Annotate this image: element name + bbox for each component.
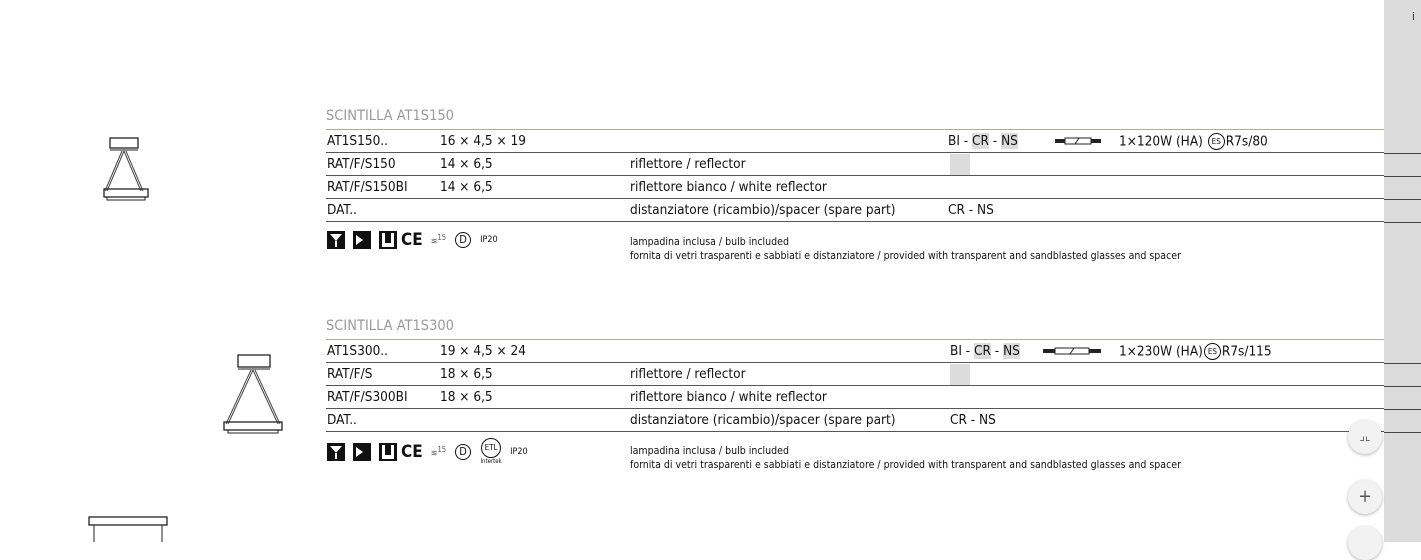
note: lampadina inclusa / bulb included xyxy=(630,445,789,457)
zoom-in-button[interactable]: + xyxy=(1348,480,1382,514)
row-desc: riflettore / reflector xyxy=(630,366,746,382)
row-desc: distanziatore (ricambio)/spacer (spare p… xyxy=(630,202,896,218)
divider xyxy=(326,362,1384,363)
lamp-spec: 1×230W (HA) ES R7s/115 xyxy=(1119,343,1272,360)
es-icon: ES xyxy=(1203,343,1221,360)
floor-light-icon xyxy=(379,442,397,461)
ip-rating: IP20 xyxy=(480,235,498,245)
halogen-tube-icon xyxy=(1055,137,1101,145)
certification-icons: CE ≋15 D IP20 xyxy=(327,230,498,250)
collapse-icon: ⌟⌞ xyxy=(1359,429,1371,444)
row-dims: 18 × 6,5 xyxy=(440,389,493,405)
energy-cert-icon: ≋15 xyxy=(430,233,447,247)
row-desc: distanziatore (ricambio)/spacer (spare p… xyxy=(630,412,896,428)
row-code: AT1S300.. xyxy=(327,343,389,359)
d-mark-icon: D xyxy=(455,232,472,248)
divider xyxy=(326,175,1384,176)
es-icon: ES xyxy=(1207,133,1225,150)
product-title: SCINTILLA AT1S300 xyxy=(326,318,454,334)
ceiling-mount-icon xyxy=(327,231,345,249)
lamp-drawing-at1s300 xyxy=(223,354,283,434)
row-desc: riflettore / reflector xyxy=(630,156,746,172)
lamp-drawing-partial xyxy=(88,516,168,542)
certification-icons: CE ≋15 D ETL Intertek IP20 xyxy=(327,438,528,465)
energy-cert-icon: ≋15 xyxy=(430,444,447,459)
divider xyxy=(326,129,1384,130)
row-code: RAT/F/S300BI xyxy=(327,389,408,405)
side-panel xyxy=(1384,0,1421,542)
d-mark-icon: D xyxy=(455,443,472,460)
ip-rating: IP20 xyxy=(510,446,528,457)
wall-mount-icon xyxy=(353,442,371,461)
divider xyxy=(326,221,1384,222)
finish-options: BI - CR - NS xyxy=(948,133,1018,149)
row-dims: 16 × 4,5 × 19 xyxy=(440,133,526,149)
white-swatch xyxy=(950,364,970,385)
divider xyxy=(326,408,1384,409)
ce-mark-icon: CE xyxy=(401,230,423,250)
divider xyxy=(326,339,1384,340)
row-code: RAT/F/S150 xyxy=(327,156,396,172)
divider xyxy=(326,431,1384,432)
row-code: RAT/F/S150BI xyxy=(327,179,408,195)
row-dims: 18 × 6,5 xyxy=(440,366,493,382)
zoom-out-button[interactable] xyxy=(1348,526,1382,560)
row-desc: riflettore bianco / white reflector xyxy=(630,389,827,405)
wall-mount-icon xyxy=(353,231,371,249)
collapse-button[interactable]: ⌟⌞ xyxy=(1348,420,1382,454)
info-icon[interactable]: i xyxy=(1412,10,1415,23)
lamp-drawing-at1s150 xyxy=(103,137,149,201)
row-dims: 19 × 4,5 × 24 xyxy=(440,343,526,359)
row-code: RAT/F/S xyxy=(327,366,373,382)
etl-intertek-icon: ETL Intertek xyxy=(480,438,502,465)
divider xyxy=(326,198,1384,199)
ceiling-mount-icon xyxy=(327,442,345,461)
row-finish: CR - NS xyxy=(948,202,994,218)
row-finish: CR - NS xyxy=(950,412,996,428)
note: fornita di vetri trasparenti e sabbiati … xyxy=(630,459,1181,471)
row-code: DAT.. xyxy=(327,202,357,218)
note: fornita di vetri trasparenti e sabbiati … xyxy=(630,250,1181,262)
halogen-tube-icon xyxy=(1043,347,1101,355)
row-dims: 14 × 6,5 xyxy=(440,156,493,172)
finish-options: BI - CR - NS xyxy=(950,343,1020,359)
row-desc: riflettore bianco / white reflector xyxy=(630,179,827,195)
white-swatch xyxy=(950,154,970,175)
row-code: AT1S150.. xyxy=(327,133,389,149)
ce-mark-icon: CE xyxy=(401,441,423,462)
divider xyxy=(326,152,1384,153)
plus-icon: + xyxy=(1358,486,1372,507)
product-title: SCINTILLA AT1S150 xyxy=(326,108,454,124)
floor-light-icon xyxy=(379,231,397,249)
lamp-spec: 1×120W (HA) ES R7s/80 xyxy=(1119,133,1268,150)
divider xyxy=(326,385,1384,386)
row-dims: 14 × 6,5 xyxy=(440,179,493,195)
note: lampadina inclusa / bulb included xyxy=(630,236,789,248)
row-code: DAT.. xyxy=(327,412,357,428)
